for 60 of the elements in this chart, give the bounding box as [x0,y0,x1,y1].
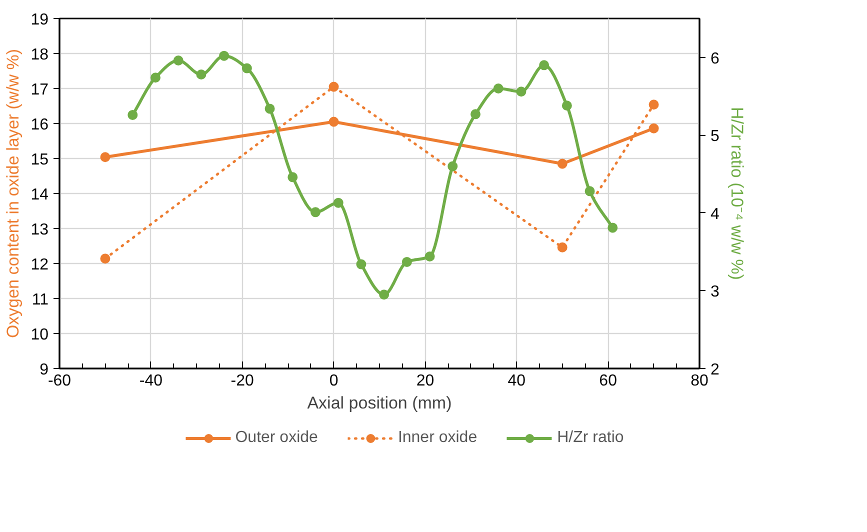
y2-tick-label: 3 [710,284,720,301]
y-tick-label: 9 [40,362,49,378]
x-tick-label: 20 [416,372,434,390]
point [328,82,339,92]
point [648,123,659,134]
x-tick-label: 40 [508,372,526,390]
point [379,290,390,300]
point [100,254,110,264]
y-tick-label: 18 [30,46,49,64]
point [516,86,526,97]
point [333,198,344,208]
point [584,186,595,196]
y-tick-label: 16 [30,116,49,134]
y-tick-label: 15 [30,152,49,168]
x-axis-title: Axial position (mm) [307,394,452,412]
point [562,100,572,111]
legend-label: Inner oxide [398,428,478,446]
point [448,161,458,172]
point [128,110,138,120]
x-tick-label: -20 [230,372,254,390]
point [648,100,659,110]
point [356,259,366,270]
y-tick-label: 13 [30,222,49,238]
point [402,256,412,267]
x-tick-label: -60 [48,372,72,390]
y-tick-label: 14 [30,186,49,204]
y2-axis-title: H/Zr ratio (10⁻⁴ w/w %) [727,107,746,280]
legend-label: H/Zr ratio [557,428,624,446]
point [288,172,298,182]
point [608,222,618,233]
x-tick-label: 80 [690,372,708,390]
y-tick-label: 10 [30,326,49,344]
y-tick-label: 19 [30,12,49,28]
legend-label: Outer oxide [235,428,318,446]
y-tick-label: 11 [32,292,49,308]
point [539,60,550,70]
point [173,56,184,66]
point [328,116,339,127]
point [242,63,252,74]
point [557,242,568,252]
point [470,109,480,120]
point [493,84,504,94]
y-tick-label: 12 [30,256,49,274]
y2-tick-label: 5 [710,128,720,146]
x-tick-label: 0 [329,372,338,390]
y2-tick-label: 4 [710,206,720,223]
x-tick-label: 60 [599,372,618,390]
point [557,158,568,169]
point [100,152,110,162]
point [150,72,160,83]
point [196,70,206,80]
y-tick-label: 17 [30,82,49,98]
point [264,104,275,114]
point [219,50,230,61]
x-tick-label: -40 [139,372,163,390]
point [310,207,320,218]
y2-tick-label: 6 [710,50,720,68]
y-axis-title: Oxygen content in oxide layer (w/w %) [4,48,23,338]
point [424,252,435,262]
y2-tick-label: 2 [710,362,720,378]
